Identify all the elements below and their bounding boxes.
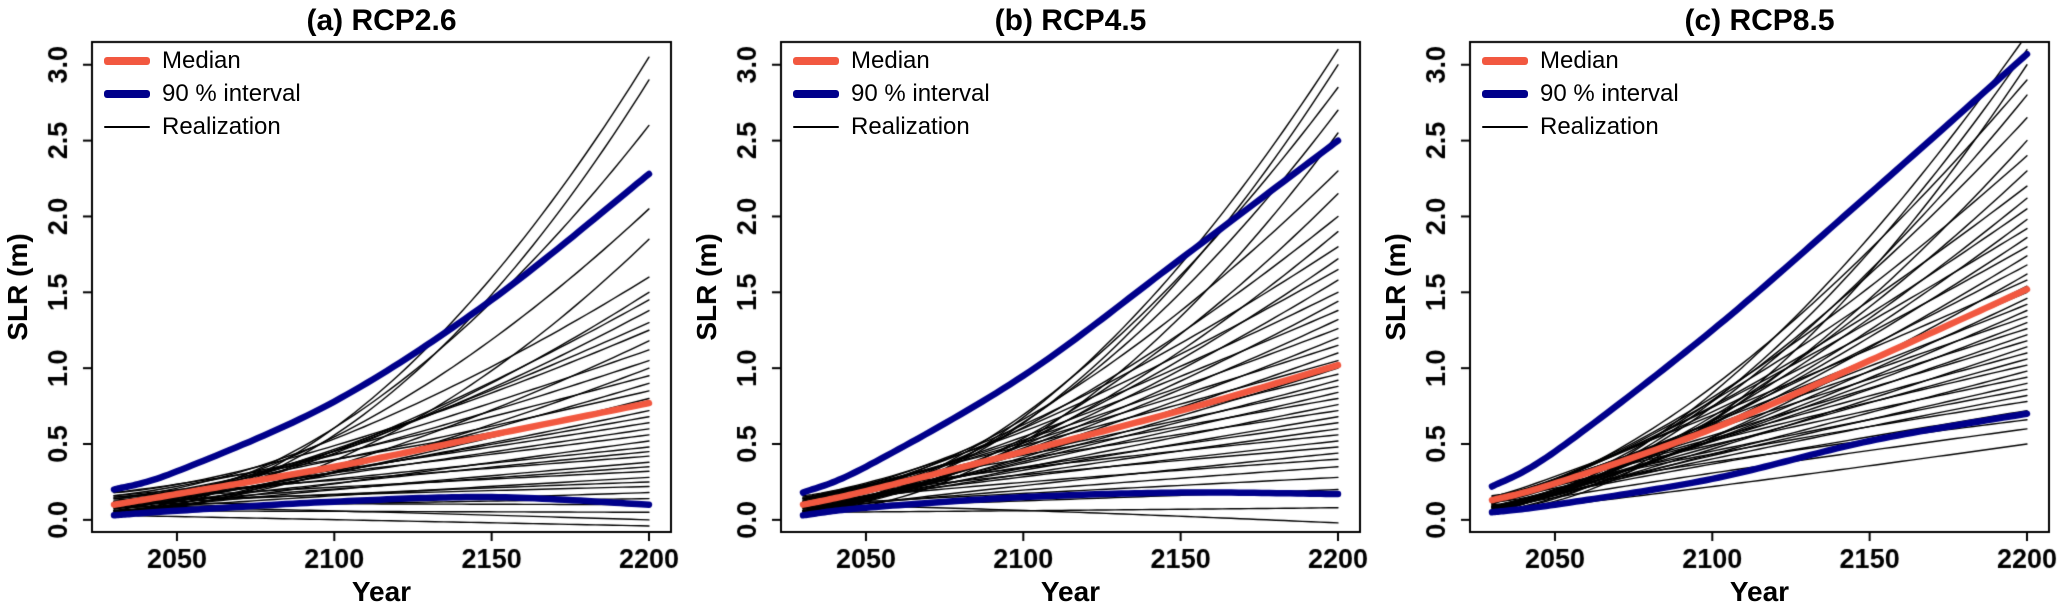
chart-panel-rcp85: (c) RCP8.5 SLR (m) Year Median 90 % inte… [1378,0,2067,616]
panel-title: (a) RCP2.6 [306,4,457,37]
realization-line-swatch [1482,126,1528,128]
realization-line-swatch [104,126,150,128]
legend-item-realization: Realization [793,114,990,140]
plot-canvas-rcp85 [1378,0,2067,616]
plot-canvas-rcp26 [0,0,689,616]
x-axis-label: Year [1040,576,1101,607]
legend-label: Median [851,47,930,74]
legend-item-interval: 90 % interval [1482,81,1679,107]
y-axis-label: SLR (m) [691,233,722,341]
x-axis-label: Year [1729,576,1790,607]
median-line-swatch [1482,57,1528,65]
legend: Median 90 % interval Realization [1482,48,1679,140]
median-line-swatch [104,57,150,65]
y-axis-label: SLR (m) [1380,233,1411,341]
legend-item-realization: Realization [1482,114,1679,140]
legend: Median 90 % interval Realization [793,48,990,140]
legend-label: Realization [162,113,281,140]
interval-line-swatch [1482,90,1528,98]
legend-item-median: Median [793,48,990,74]
legend-label: 90 % interval [1540,80,1679,107]
legend-item-median: Median [1482,48,1679,74]
interval-line-swatch [793,90,839,98]
plot-canvas-rcp45 [689,0,1378,616]
x-axis-label: Year [351,576,412,607]
legend-label: Realization [851,113,970,140]
legend: Median 90 % interval Realization [104,48,301,140]
realization-line-swatch [793,126,839,128]
panel-title: (b) RCP4.5 [994,4,1147,37]
interval-line-swatch [104,90,150,98]
legend-item-interval: 90 % interval [104,81,301,107]
legend-label: Realization [1540,113,1659,140]
legend-item-realization: Realization [104,114,301,140]
chart-panel-rcp26: (a) RCP2.6 SLR (m) Year Median 90 % inte… [0,0,689,616]
legend-item-interval: 90 % interval [793,81,990,107]
y-axis-label: SLR (m) [2,233,33,341]
legend-item-median: Median [104,48,301,74]
chart-panel-rcp45: (b) RCP4.5 SLR (m) Year Median 90 % inte… [689,0,1378,616]
legend-label: 90 % interval [162,80,301,107]
legend-label: Median [162,47,241,74]
median-line-swatch [793,57,839,65]
legend-label: 90 % interval [851,80,990,107]
legend-label: Median [1540,47,1619,74]
panel-title: (c) RCP8.5 [1684,4,1835,37]
